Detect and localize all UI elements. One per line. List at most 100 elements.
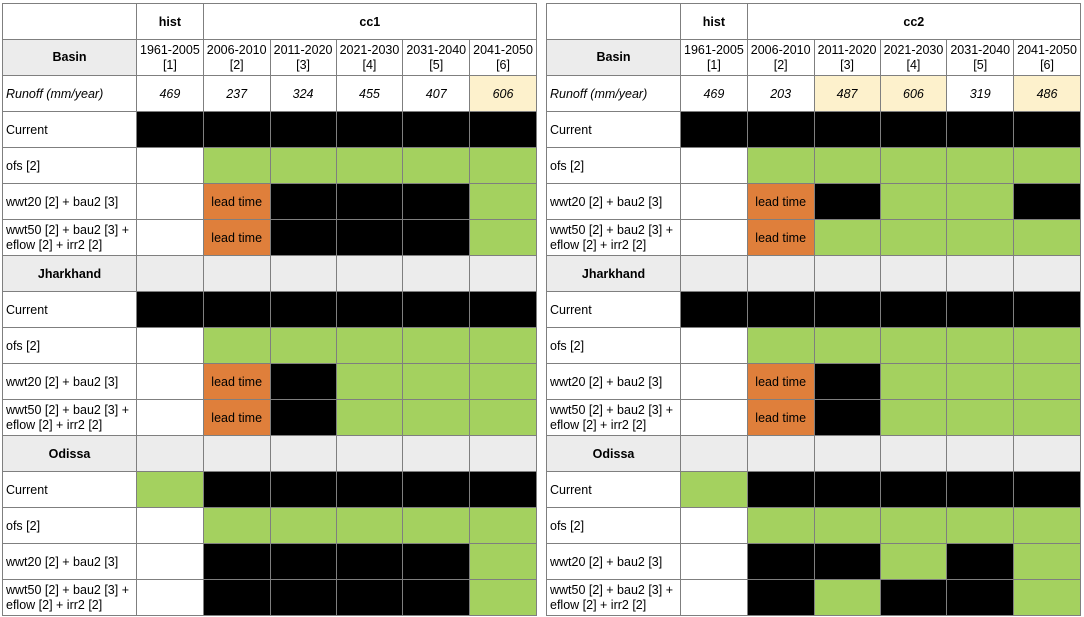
period-header: 2011-2020 [3]: [813, 39, 881, 76]
status-cell-orange: lead time: [202, 399, 271, 436]
status-cell-black: [1013, 291, 1081, 328]
runoff-label: Runoff (mm/year): [2, 75, 137, 112]
period-range: 1961-2005: [684, 42, 744, 57]
period-range: 2031-2040: [950, 42, 1011, 57]
status-cell-black: [202, 111, 271, 148]
scenario-label: Current: [2, 291, 137, 328]
scenario-row: ofs [2]: [546, 507, 1081, 544]
status-cell-black: [746, 543, 815, 580]
status-cell-black: [946, 471, 1015, 508]
scenario-row: ofs [2]: [2, 147, 537, 184]
runoff-row: Runoff (mm/year) 469 203 487 606 319 486: [546, 75, 1081, 112]
period-header: 2031-2040 [5]: [946, 39, 1015, 76]
scenario-row: wwt50 [2] + bau2 [3] + eflow [2] + irr2 …: [2, 219, 537, 256]
status-cell-green: [469, 579, 537, 616]
period-index: [4]: [362, 57, 377, 72]
status-cell-white: [136, 579, 204, 616]
status-cell-black: [813, 363, 881, 400]
section-empty-cell: [680, 435, 748, 472]
scenario-label: ofs [2]: [2, 147, 137, 184]
status-cell-white: [136, 327, 204, 364]
scenario-label: wwt20 [2] + bau2 [3]: [546, 363, 681, 400]
status-cell-black: [680, 111, 748, 148]
scenario-label: ofs [2]: [546, 507, 681, 544]
status-cell-black: [879, 291, 948, 328]
status-cell-green: [402, 363, 471, 400]
status-cell-black: [335, 291, 404, 328]
status-cell-black: [269, 291, 337, 328]
runoff-value: 324: [269, 75, 337, 112]
status-cell-black: [269, 183, 337, 220]
status-cell-black: [269, 363, 337, 400]
scenario-row: Current: [2, 111, 537, 148]
status-cell-green: [469, 183, 537, 220]
basin-label: Basin: [2, 39, 137, 76]
scenario-row: ofs [2]: [2, 507, 537, 544]
status-cell-green: [879, 219, 948, 256]
status-cell-green: [269, 147, 337, 184]
status-cell-orange: lead time: [202, 219, 271, 256]
section-empty-cell: [202, 255, 271, 292]
status-cell-black: [402, 111, 471, 148]
status-cell-black: [335, 111, 404, 148]
status-cell-green: [469, 363, 537, 400]
period-row: Basin 1961-2005 [1] 2006-2010 [2] 2011-2020 [3…: [2, 39, 537, 76]
period-index: [2]: [229, 57, 244, 72]
runoff-value: 606: [879, 75, 948, 112]
status-cell-green: [202, 507, 271, 544]
period-index: [4]: [906, 57, 921, 72]
status-cell-black: [335, 579, 404, 616]
status-cell-orange: lead time: [746, 399, 815, 436]
scenario-label: wwt50 [2] + bau2 [3] + eflow [2] + irr2 …: [2, 579, 137, 616]
status-cell-black: [1013, 111, 1081, 148]
status-cell-green: [269, 327, 337, 364]
period-range: 2041-2050: [473, 42, 533, 57]
status-cell-green: [1013, 507, 1081, 544]
status-cell-green: [879, 363, 948, 400]
period-range: 1961-2005: [140, 42, 200, 57]
status-cell-green: [879, 543, 948, 580]
period-header: 1961-2005 [1]: [136, 39, 204, 76]
hist-group-label: hist: [136, 3, 204, 40]
status-cell-black: [746, 291, 815, 328]
status-cell-green: [946, 363, 1015, 400]
period-index: [6]: [496, 57, 510, 72]
section-empty-cell: [269, 255, 337, 292]
cc-group-label: cc1: [202, 3, 537, 40]
period-header: 2041-2050 [6]: [1013, 39, 1081, 76]
status-cell-green: [1013, 147, 1081, 184]
status-cell-green: [1013, 579, 1081, 616]
section-empty-cell: [269, 435, 337, 472]
status-cell-green: [469, 147, 537, 184]
status-cell-orange: lead time: [202, 363, 271, 400]
period-range: 2021-2030: [339, 42, 400, 57]
status-cell-black: [469, 471, 537, 508]
status-cell-black: [813, 111, 881, 148]
status-cell-black: [813, 543, 881, 580]
section-header-row: Jharkhand: [546, 255, 1081, 292]
period-range: 2021-2030: [883, 42, 944, 57]
section-empty-cell: [469, 435, 537, 472]
status-cell-black: [269, 471, 337, 508]
status-cell-green: [946, 327, 1015, 364]
status-cell-black: [469, 111, 537, 148]
status-cell-green: [469, 219, 537, 256]
section-empty-cell: [746, 435, 815, 472]
hist-group-label: hist: [680, 3, 748, 40]
scenario-row: wwt20 [2] + bau2 [3]: [2, 543, 537, 580]
status-cell-green: [1013, 327, 1081, 364]
scenario-row: wwt20 [2] + bau2 [3] lead time: [2, 363, 537, 400]
section-title: Jharkhand: [2, 255, 137, 292]
status-cell-white: [136, 399, 204, 436]
status-cell-black: [813, 399, 881, 436]
scenario-row: Current: [2, 471, 537, 508]
status-cell-black: [946, 111, 1015, 148]
status-cell-green: [335, 327, 404, 364]
status-cell-green: [680, 471, 748, 508]
status-cell-green: [402, 399, 471, 436]
status-cell-white: [680, 579, 748, 616]
status-cell-black: [269, 111, 337, 148]
section-title: Jharkhand: [546, 255, 681, 292]
status-cell-white: [680, 183, 748, 220]
period-header: 2041-2050 [6]: [469, 39, 537, 76]
